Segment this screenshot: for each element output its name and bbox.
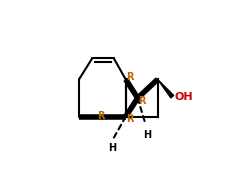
Text: H: H [143,130,151,140]
Polygon shape [157,79,173,98]
Text: R: R [97,111,105,121]
Text: R: R [138,96,145,106]
Text: R: R [126,72,133,82]
Text: OH: OH [174,92,193,102]
Text: H: H [108,143,116,153]
Text: R: R [126,114,133,124]
